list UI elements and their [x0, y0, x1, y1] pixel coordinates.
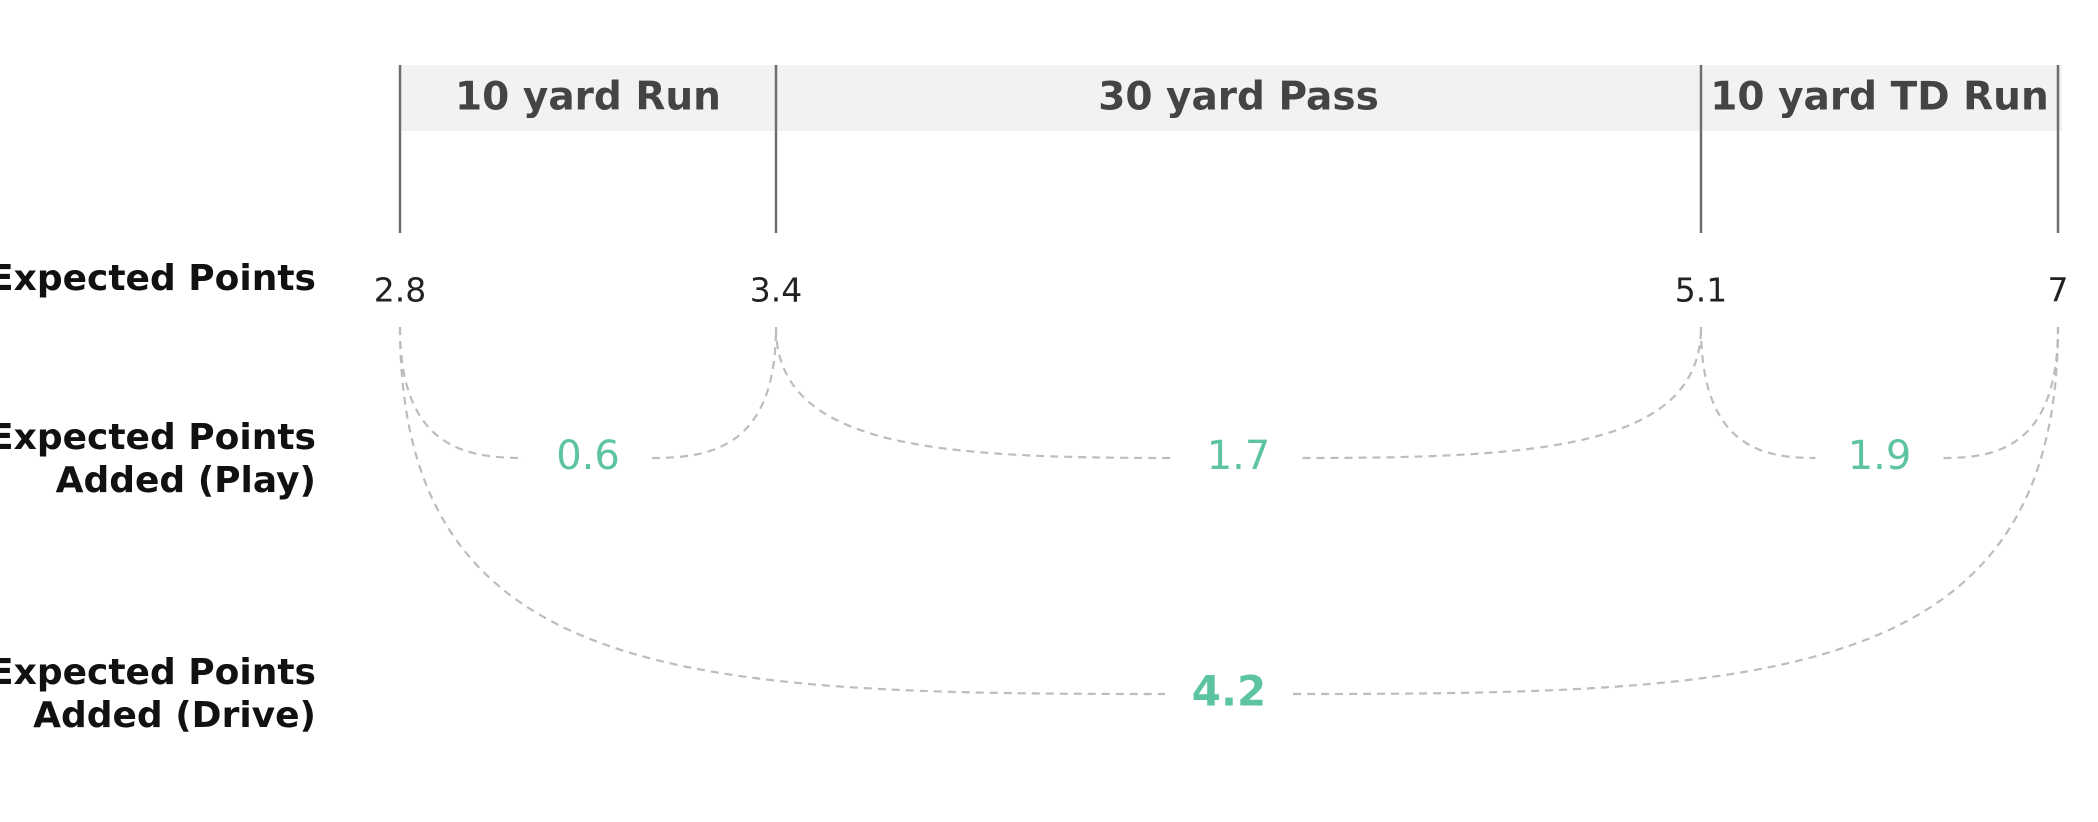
row-label-line: Added (Drive) — [33, 695, 316, 736]
expected-points-value: 2.8 — [374, 271, 426, 310]
header-band — [400, 65, 2062, 131]
drive-arc-left — [398, 326, 1166, 696]
row-label-line: Expected Points — [0, 258, 316, 299]
epa-play-value: 0.6 — [556, 433, 620, 479]
play-header-label: 30 yard Pass — [1098, 75, 1379, 120]
drive-arc-right — [1292, 326, 2060, 696]
row-label-line: Expected Points — [0, 417, 316, 458]
expected-points-value: 3.4 — [750, 271, 802, 310]
epa-play-value: 1.9 — [1848, 433, 1912, 479]
play-arc-0-left — [398, 326, 525, 460]
row-label-line: Expected Points — [0, 652, 316, 693]
play-arc-1-left — [774, 326, 1175, 460]
expected-points-value: 5.1 — [1675, 271, 1727, 310]
play-arc-1-right — [1302, 326, 1703, 460]
row-label-epa-drive: Expected Points Added (Drive) — [0, 651, 316, 737]
epa-play-value: 1.7 — [1207, 433, 1271, 479]
epa-drive-value: 4.2 — [1192, 667, 1266, 716]
row-label-epa-play: Expected Points Added (Play) — [0, 416, 316, 502]
row-label-line: Added (Play) — [55, 460, 316, 501]
play-header-label: 10 yard TD Run — [1710, 75, 2048, 120]
play-header-label: 10 yard Run — [455, 75, 721, 120]
row-label-expected-points: Expected Points — [0, 257, 316, 300]
play-arc-2-left — [1699, 326, 1816, 460]
expected-points-value: 7 — [2048, 271, 2069, 310]
play-arc-0-right — [651, 326, 778, 460]
play-arc-2-right — [1943, 326, 2060, 460]
